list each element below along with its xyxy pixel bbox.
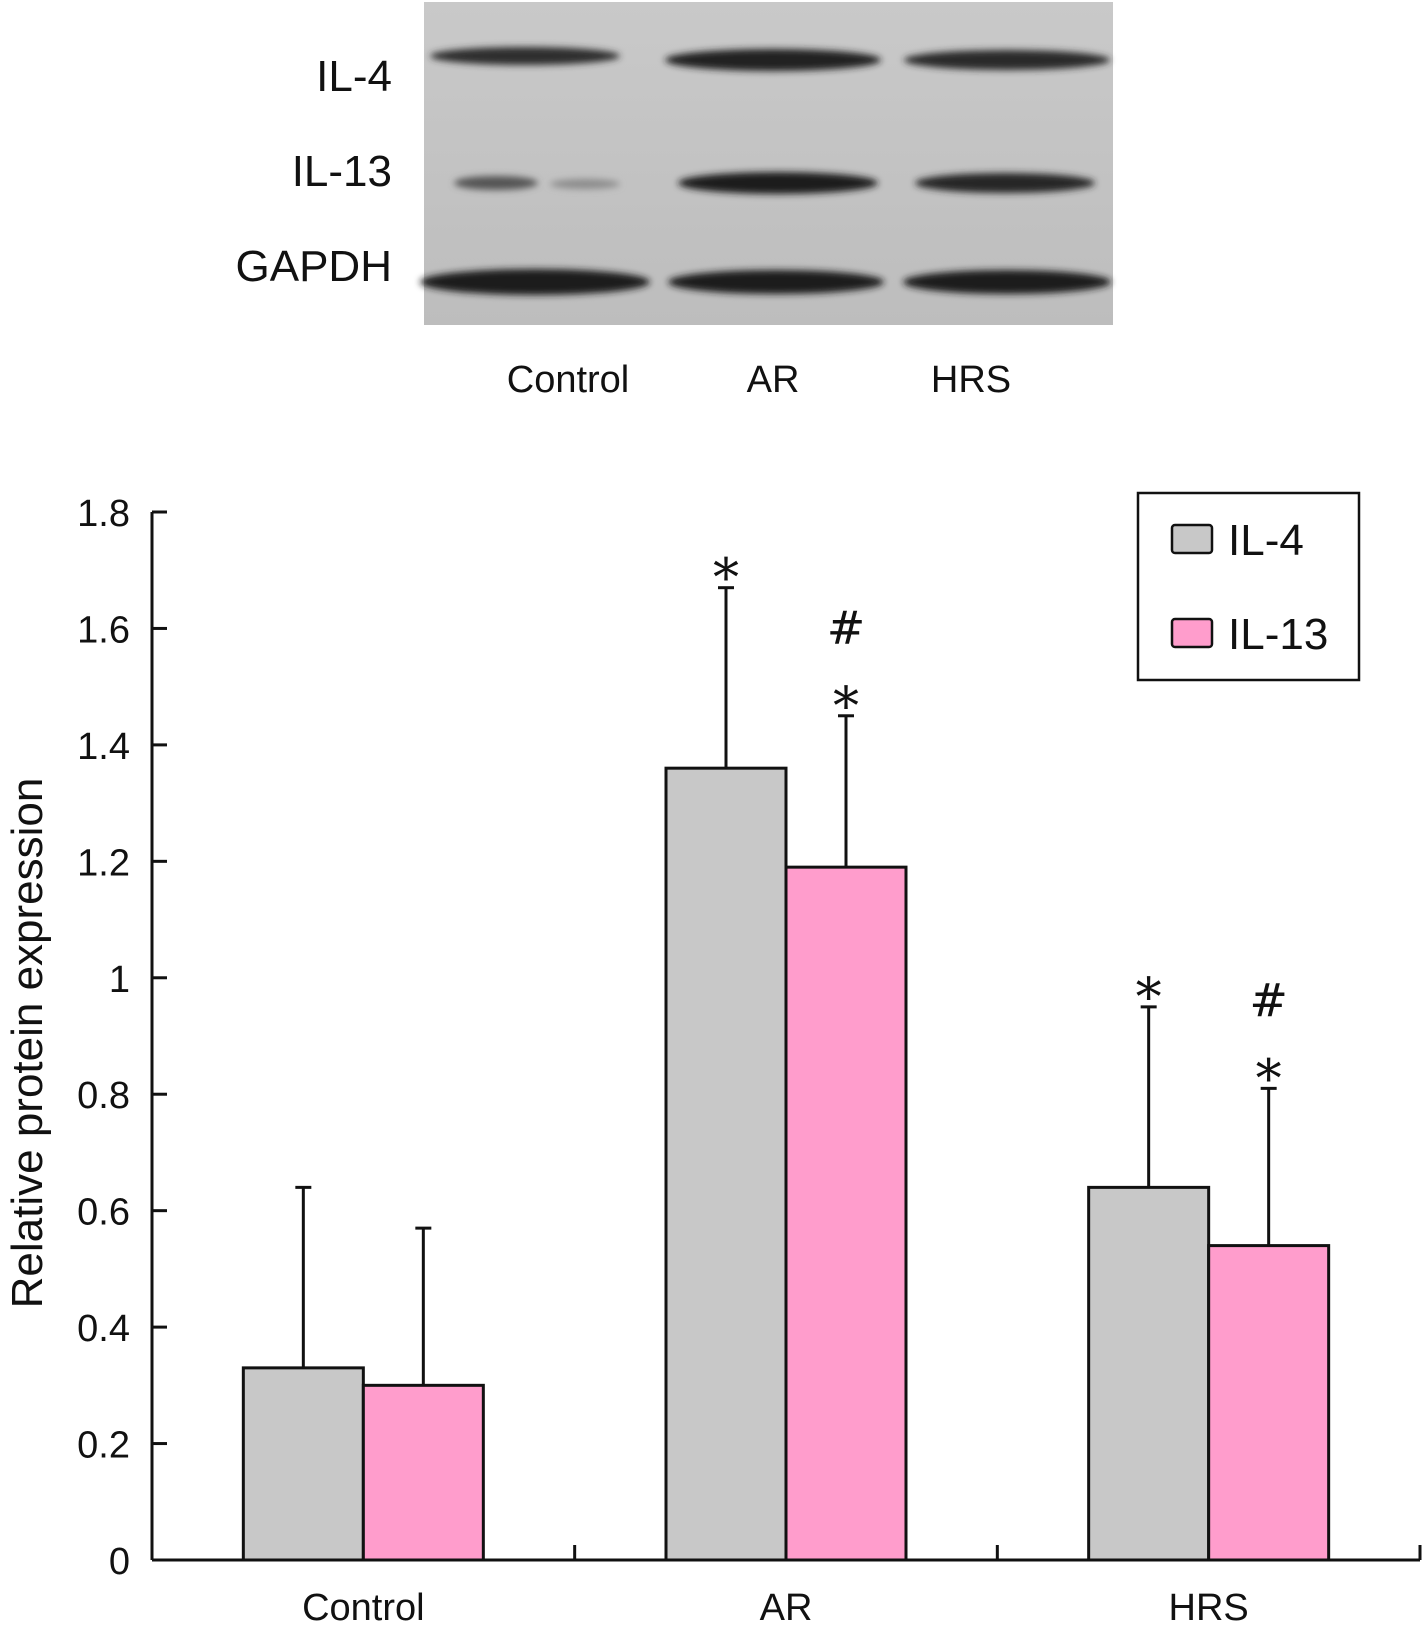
- y-tick-label: 1.4: [77, 726, 130, 768]
- blot-lane-label: AR: [747, 359, 800, 401]
- significance-hash: #: [827, 601, 866, 655]
- band-il13-ar: [678, 172, 878, 194]
- bar-il4-ar: [664, 766, 788, 1562]
- band-il13-control: [454, 176, 538, 190]
- y-tick-label: 1: [109, 959, 130, 1001]
- y-tick-label: 1.6: [77, 609, 130, 651]
- y-tick-label: 0.8: [77, 1075, 130, 1117]
- x-tick-label: Control: [302, 1587, 425, 1628]
- significance-star: *: [1256, 1049, 1282, 1109]
- band-gapdh-control: [420, 269, 650, 295]
- blot-band-label: IL-4: [316, 52, 392, 101]
- y-tick-label: 0.2: [77, 1425, 130, 1467]
- legend: IL-4 IL-13: [1136, 491, 1361, 682]
- western-blot-panel: IL-4 IL-13 GAPDH Control AR HRS: [236, 2, 1113, 401]
- y-tick-label: 0.4: [77, 1308, 130, 1350]
- blot-lane-label: Control: [507, 359, 630, 401]
- y-tick-label: 0.6: [77, 1192, 130, 1234]
- significance-annotations: * * # * * #: [713, 549, 1288, 1110]
- x-tick-label: AR: [760, 1587, 813, 1628]
- y-tick-label: 1.8: [77, 493, 130, 535]
- band-il4-hrs: [904, 50, 1110, 70]
- blot-band-label: IL-13: [292, 147, 392, 196]
- bars: [241, 766, 1331, 1562]
- legend-swatch-il4: [1170, 523, 1214, 555]
- significance-hash: #: [1249, 973, 1288, 1027]
- y-tick-label: 0: [109, 1541, 130, 1583]
- band-il4-ar: [665, 49, 881, 71]
- blot-bands: [420, 47, 1111, 295]
- significance-star: *: [833, 677, 859, 737]
- bar-il4-hrs: [1087, 1185, 1211, 1562]
- x-tick-label: HRS: [1169, 1587, 1249, 1628]
- bar-il4-control: [241, 1366, 365, 1562]
- bar-il13-ar: [784, 865, 908, 1562]
- y-axis-label: Relative protein expression: [3, 778, 52, 1309]
- blot-band-label: GAPDH: [236, 242, 392, 291]
- error-bars: [295, 586, 1277, 1386]
- bar-il13-hrs: [1207, 1244, 1331, 1562]
- y-tick-label: 1.2: [77, 842, 130, 884]
- band-il13-control-faint: [550, 179, 620, 189]
- band-gapdh-ar: [668, 270, 884, 294]
- significance-star: *: [713, 549, 739, 609]
- legend-label-il13: IL-13: [1228, 610, 1328, 659]
- band-gapdh-hrs: [903, 270, 1111, 294]
- band-il4-control: [430, 47, 620, 65]
- legend-label-il4: IL-4: [1228, 516, 1304, 565]
- bar-il13-control: [361, 1383, 485, 1562]
- band-il13-hrs: [915, 173, 1095, 193]
- significance-star: *: [1136, 968, 1162, 1028]
- y-axis: 0 0.2 0.4 0.6 0.8 1 1.2 1.4 1.6 1.8: [77, 493, 167, 1583]
- legend-swatch-il13: [1170, 617, 1214, 649]
- blot-lane-label: HRS: [931, 359, 1011, 401]
